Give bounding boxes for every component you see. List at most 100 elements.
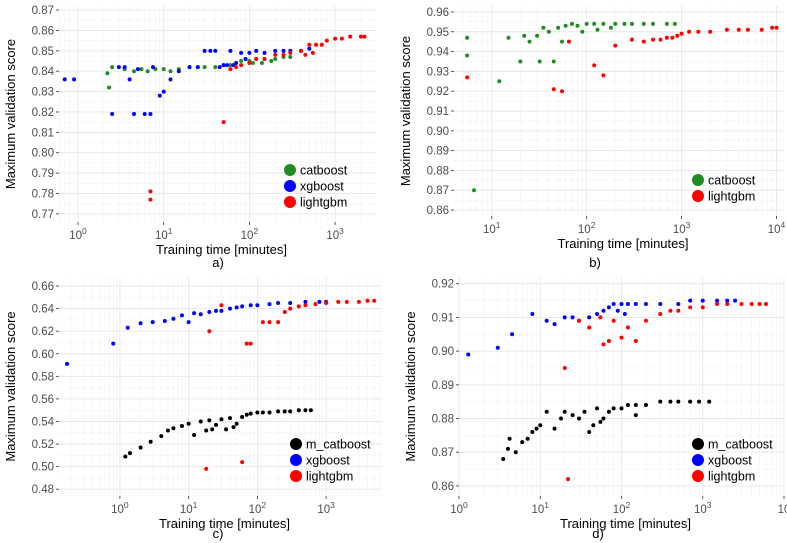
legend-label: xgboost xyxy=(708,454,752,468)
data-point xyxy=(601,308,606,313)
data-point xyxy=(204,466,209,471)
data-point xyxy=(643,301,648,306)
data-point xyxy=(288,409,293,414)
data-point xyxy=(541,25,546,30)
data-point xyxy=(176,69,181,74)
data-point xyxy=(658,399,663,404)
data-point xyxy=(566,477,571,482)
data-point xyxy=(303,408,308,413)
y-tick-label: 0.77 xyxy=(32,209,54,221)
data-point xyxy=(240,460,245,465)
data-point xyxy=(595,406,600,411)
data-point xyxy=(552,322,557,327)
data-point xyxy=(168,77,173,82)
x-tick-label: 102 xyxy=(578,220,596,236)
data-point xyxy=(243,56,248,61)
data-point xyxy=(770,25,775,30)
data-point xyxy=(608,25,613,30)
legend-label: xgboost xyxy=(300,180,344,194)
data-point xyxy=(560,89,565,94)
data-point xyxy=(641,39,646,44)
data-point xyxy=(198,312,203,317)
y-tick-label: 0.66 xyxy=(32,281,54,293)
data-point xyxy=(135,67,140,72)
data-point xyxy=(606,305,611,310)
data-point xyxy=(259,61,264,66)
data-point xyxy=(179,313,184,318)
data-point xyxy=(601,342,606,347)
y-tick-label: 0.91 xyxy=(427,106,449,118)
panel-a: 0.77 0.78 0.79 0.80 0.81 0.82 0.83 0.84 0.85 0.86… xyxy=(3,5,376,270)
data-point xyxy=(563,23,568,28)
y-tick-label: 0.87 xyxy=(432,447,454,459)
data-point xyxy=(303,52,308,57)
data-point xyxy=(611,318,616,323)
y-tick-label: 0.86 xyxy=(32,25,54,37)
y-tick-label: 0.92 xyxy=(427,86,449,98)
data-point xyxy=(629,37,634,42)
data-point xyxy=(303,303,308,308)
data-point xyxy=(221,120,226,125)
legend-label: lightgbm xyxy=(306,470,353,484)
data-point xyxy=(708,29,713,34)
data-point xyxy=(465,75,470,80)
data-point xyxy=(664,21,669,26)
data-point xyxy=(606,339,611,344)
data-point xyxy=(587,325,592,330)
data-point xyxy=(643,403,648,408)
data-point xyxy=(208,48,213,53)
data-point xyxy=(307,42,312,47)
data-point xyxy=(658,312,663,317)
series-xgboost xyxy=(65,299,329,366)
data-point xyxy=(214,422,218,427)
data-point xyxy=(372,298,377,303)
data-point xyxy=(308,408,313,413)
data-point xyxy=(365,298,370,303)
y-tick-label: 0.88 xyxy=(427,165,449,177)
y-tick-label: 0.93 xyxy=(427,66,449,78)
data-point xyxy=(466,352,471,357)
data-point xyxy=(577,318,582,323)
data-point xyxy=(598,315,603,320)
data-point xyxy=(187,65,192,70)
data-point xyxy=(110,112,115,116)
series-lightgbm xyxy=(204,298,377,471)
data-point xyxy=(506,35,511,40)
data-point xyxy=(687,29,692,34)
data-point xyxy=(248,341,253,346)
data-point xyxy=(207,309,212,314)
y-tick-label: 0.50 xyxy=(32,462,54,474)
legend-marker xyxy=(284,164,296,176)
legend-marker xyxy=(290,470,302,482)
y-axis-title: Maximum validation score xyxy=(398,36,413,186)
data-point xyxy=(281,48,286,53)
data-point xyxy=(625,403,630,408)
data-point xyxy=(234,65,239,70)
data-point xyxy=(465,35,470,40)
data-point xyxy=(507,436,512,441)
series-m_catboost xyxy=(501,399,712,461)
x-tick-label: 102 xyxy=(241,226,259,242)
legend-marker xyxy=(290,454,302,466)
data-point xyxy=(207,418,212,423)
data-point xyxy=(225,63,230,68)
data-point xyxy=(319,42,324,47)
data-point xyxy=(260,410,265,415)
data-point xyxy=(202,48,207,53)
data-point xyxy=(145,69,150,74)
data-point xyxy=(733,298,738,303)
data-point xyxy=(269,59,274,64)
x-tick-label: 100 xyxy=(450,500,468,516)
data-point xyxy=(611,406,616,411)
data-point xyxy=(725,301,730,306)
data-point xyxy=(207,329,212,334)
legend-label: m_catboost xyxy=(708,438,773,452)
data-point xyxy=(551,87,556,92)
data-point xyxy=(247,61,252,66)
y-tick-label: 0.79 xyxy=(32,168,54,180)
x-tick-label: 103 xyxy=(326,226,344,242)
data-point xyxy=(339,36,344,41)
data-point xyxy=(336,299,341,304)
data-point xyxy=(580,29,585,34)
data-point xyxy=(219,308,224,313)
